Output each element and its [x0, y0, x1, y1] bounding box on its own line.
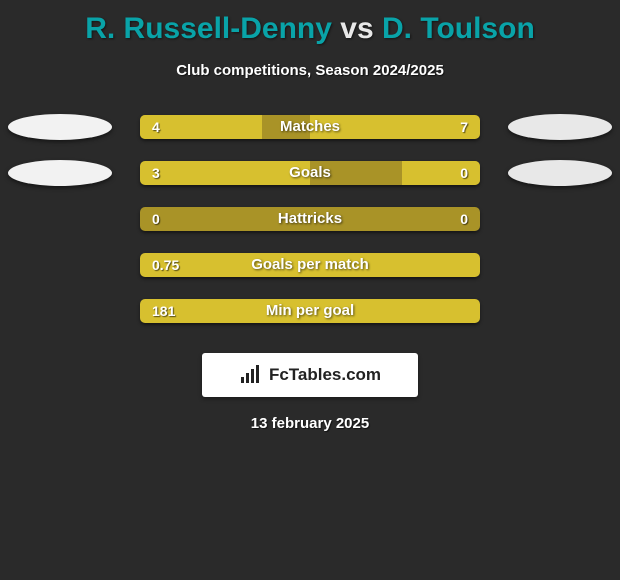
- bar-left-base: [140, 161, 310, 185]
- title-player2: D. Toulson: [382, 12, 535, 45]
- bar-track: [140, 253, 480, 277]
- bar-left-base: [140, 207, 480, 231]
- branding-badge: FcTables.com: [202, 353, 418, 397]
- subtitle: Club competitions, Season 2024/2025: [0, 62, 620, 79]
- bar-left-base: [140, 253, 480, 277]
- bars-icon: [239, 365, 263, 385]
- stat-row: Matches47: [0, 115, 620, 161]
- player1-marker: [8, 160, 112, 186]
- bar-track: [140, 299, 480, 323]
- branding-text: FcTables.com: [269, 365, 381, 385]
- bar-right-base: [310, 115, 480, 139]
- bar-value-left: 0.75: [152, 253, 179, 277]
- stat-row: Goals per match0.75: [0, 253, 620, 299]
- bar-value-left: 4: [152, 115, 160, 139]
- title-player1: R. Russell-Denny: [85, 12, 332, 45]
- bar-left-base: [140, 299, 480, 323]
- date-text: 13 february 2025: [0, 415, 620, 432]
- bar-track: [140, 207, 480, 231]
- bar-fill-right: [402, 161, 480, 185]
- bar-value-right: 0: [460, 161, 468, 185]
- player1-marker: [8, 114, 112, 140]
- bar-value-left: 181: [152, 299, 175, 323]
- player2-marker: [508, 160, 612, 186]
- bar-value-left: 3: [152, 161, 160, 185]
- stat-row: Hattricks00: [0, 207, 620, 253]
- bar-value-right: 7: [460, 115, 468, 139]
- bar-value-left: 0: [152, 207, 160, 231]
- bar-track: [140, 115, 480, 139]
- bar-track: [140, 161, 480, 185]
- stat-row: Min per goal181: [0, 299, 620, 345]
- bar-value-right: 0: [460, 207, 468, 231]
- player2-marker: [508, 114, 612, 140]
- title-vs: vs: [340, 12, 373, 45]
- stat-row: Goals30: [0, 161, 620, 207]
- comparison-chart: Matches47Goals30Hattricks00Goals per mat…: [0, 115, 620, 345]
- page-title: R. Russell-Denny vs D. Toulson: [0, 0, 620, 46]
